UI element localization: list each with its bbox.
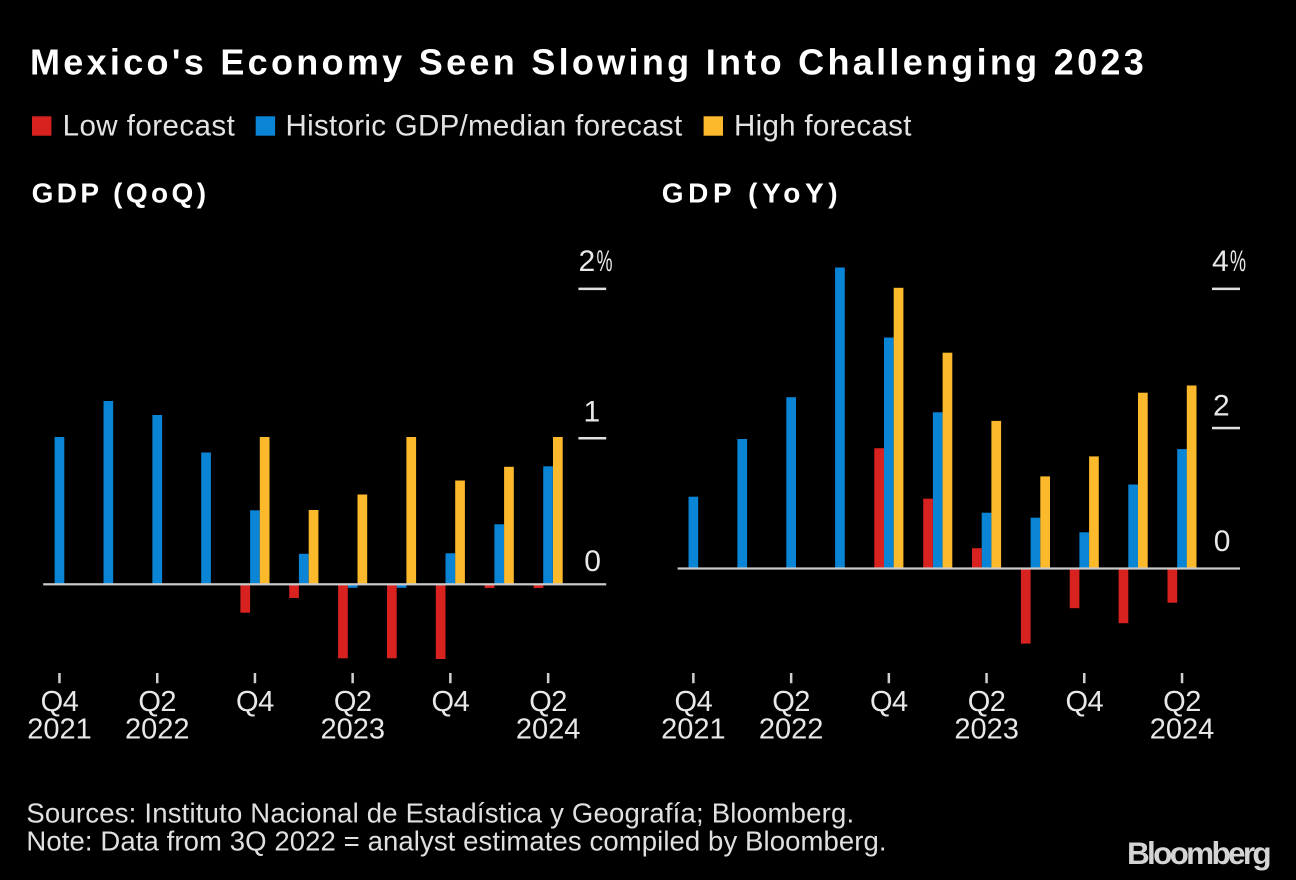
svg-text:%: % — [1230, 246, 1246, 279]
svg-text:%: % — [597, 246, 613, 279]
svg-text:Q4: Q4 — [870, 686, 908, 718]
svg-text:Mexico's Economy Seen Slowing: Mexico's Economy Seen Slowing Into Chall… — [30, 41, 1147, 82]
svg-text:2024: 2024 — [1150, 714, 1215, 746]
svg-text:Q2: Q2 — [529, 686, 567, 718]
svg-text:0: 0 — [1214, 525, 1231, 558]
svg-text:Historic GDP/median forecast: Historic GDP/median forecast — [286, 110, 683, 143]
svg-text:Note: Data from 3Q 2022 = anal: Note: Data from 3Q 2022 = analyst estima… — [26, 826, 886, 857]
svg-text:Q4: Q4 — [675, 686, 713, 718]
svg-text:2023: 2023 — [320, 714, 385, 746]
svg-text:High forecast: High forecast — [734, 110, 912, 143]
svg-text:Low forecast: Low forecast — [63, 110, 236, 143]
svg-text:2021: 2021 — [27, 714, 92, 746]
svg-text:Q4: Q4 — [236, 686, 274, 718]
svg-text:Q4: Q4 — [41, 686, 79, 718]
svg-text:2022: 2022 — [125, 714, 190, 746]
svg-text:0: 0 — [584, 545, 601, 578]
svg-text:GDP (YoY): GDP (YoY) — [662, 178, 842, 209]
svg-text:Q2: Q2 — [334, 686, 372, 718]
svg-text:Bloomberg: Bloomberg — [1127, 835, 1270, 871]
svg-text:2023: 2023 — [954, 714, 1019, 746]
svg-text:Q2: Q2 — [968, 686, 1006, 718]
svg-text:2024: 2024 — [516, 714, 581, 746]
svg-text:Q2: Q2 — [772, 686, 810, 718]
svg-text:Q2: Q2 — [138, 686, 176, 718]
svg-text:2022: 2022 — [759, 714, 824, 746]
svg-text:2021: 2021 — [661, 714, 726, 746]
svg-text:4: 4 — [1212, 245, 1229, 278]
svg-text:2: 2 — [579, 245, 596, 278]
svg-text:1: 1 — [584, 396, 601, 429]
svg-text:GDP (QoQ): GDP (QoQ) — [32, 178, 210, 209]
svg-text:Q2: Q2 — [1163, 686, 1201, 718]
svg-text:Q4: Q4 — [1065, 686, 1103, 718]
svg-text:2: 2 — [1213, 390, 1230, 423]
svg-text:Sources: Instituto Nacional de: Sources: Instituto Nacional de Estadísti… — [26, 797, 854, 828]
svg-text:Q4: Q4 — [432, 686, 470, 718]
